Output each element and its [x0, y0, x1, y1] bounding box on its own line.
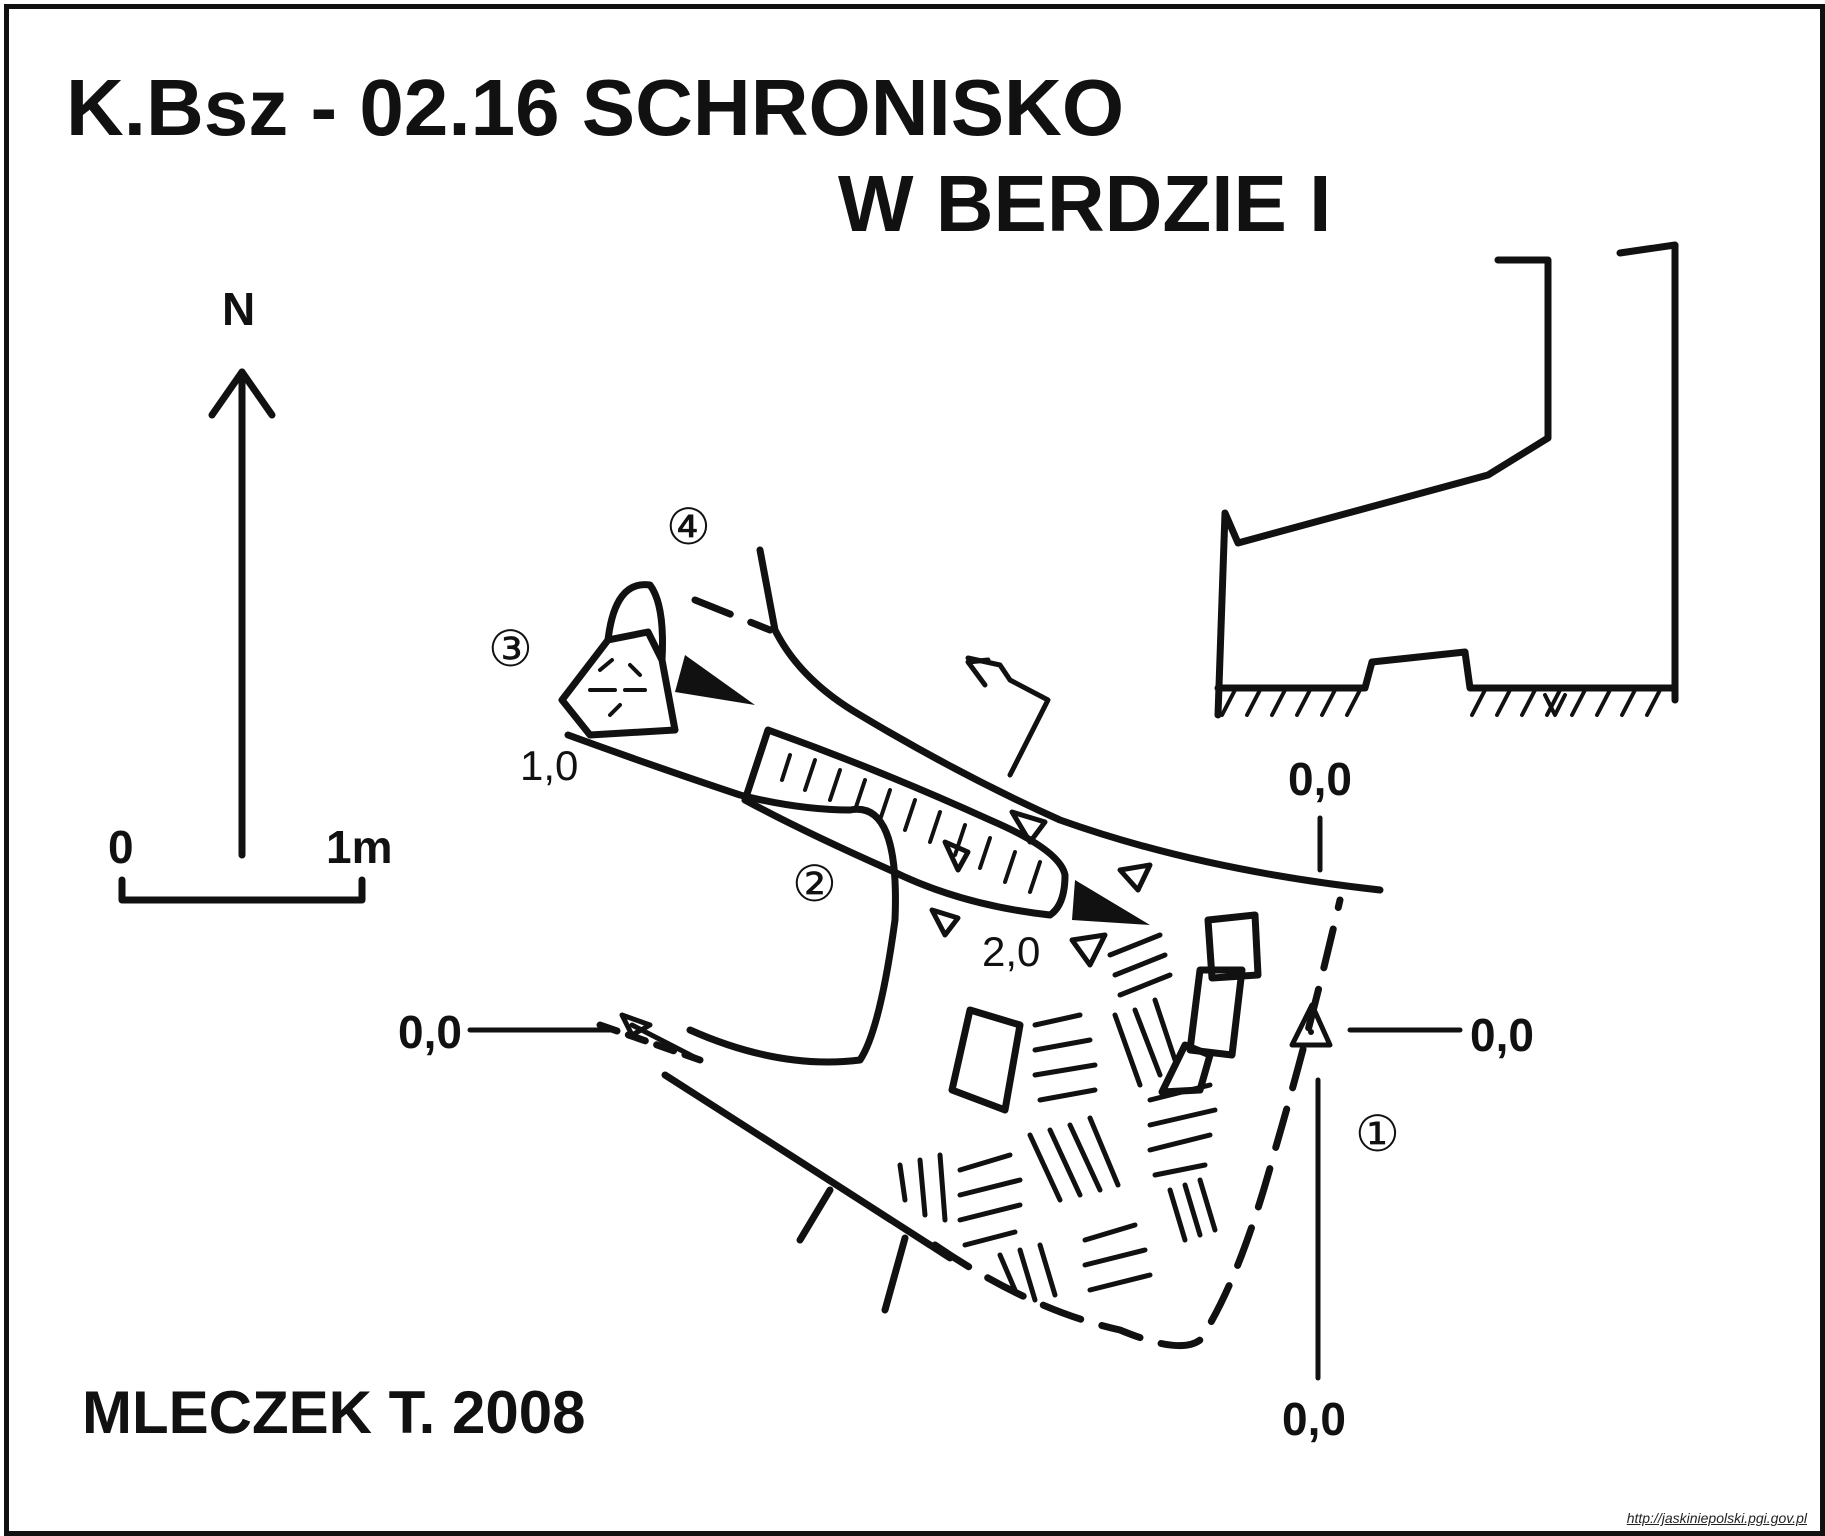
section-number-2: ② [792, 856, 837, 912]
rubble-passage [741, 726, 1069, 919]
map-title-line1: K.Bsz - 02.16 SCHRONISKO [66, 63, 1125, 152]
scale-bar [118, 876, 366, 904]
scale-end-label: 1m [326, 821, 393, 873]
section-mark-bottom: 0,0 [1282, 1393, 1346, 1445]
north-label: N [222, 283, 256, 335]
section-mark-top: 0,0 [1288, 753, 1352, 805]
datum-point-icon [1289, 1002, 1333, 1048]
section-mark-right: 0,0 [1470, 1009, 1534, 1061]
cave-outline [558, 546, 1384, 1350]
author-credit: MLECZEK T. 2008 [82, 1379, 586, 1446]
map-title-line2: W BERDZIE I [838, 159, 1332, 248]
rubble-chamber-3 [588, 658, 647, 717]
source-url-link[interactable]: http://jaskiniepolski.pgi.gov.pl [1626, 1510, 1807, 1526]
north-arrow-icon [208, 368, 276, 859]
debris-triangles [929, 809, 1153, 968]
cross-section-profile [1214, 241, 1679, 719]
section-number-4: ④ [666, 499, 711, 555]
scale-start-label: 0 [108, 821, 134, 873]
section-number-1: ① [1355, 1106, 1400, 1162]
entrance-arrows-icon [675, 655, 1150, 925]
rubble-floor [897, 932, 1218, 1303]
section-number-3: ③ [488, 621, 533, 677]
section-lines [467, 655, 1463, 1381]
depth-label-1: 1,0 [520, 742, 579, 789]
map-frame [4, 4, 1825, 1536]
depth-label-2: 2,0 [982, 928, 1041, 975]
section-mark-left: 0,0 [398, 1006, 462, 1058]
